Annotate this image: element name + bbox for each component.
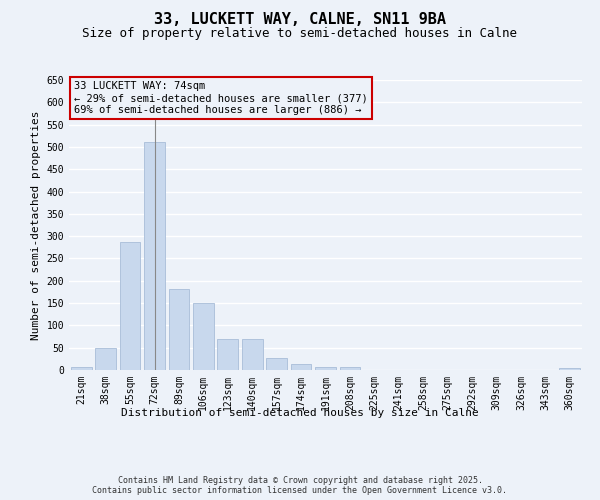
Bar (340, 367, 361, 370)
Bar (290, 364, 311, 370)
Bar (144, 142, 165, 370)
Bar (119, 242, 140, 370)
Text: Contains HM Land Registry data © Crown copyright and database right 2025.
Contai: Contains HM Land Registry data © Crown c… (92, 476, 508, 495)
Text: 33 LUCKETT WAY: 74sqm
← 29% of semi-detached houses are smaller (377)
69% of sem: 33 LUCKETT WAY: 74sqm ← 29% of semi-deta… (74, 82, 368, 114)
Bar (71, 367, 92, 370)
Text: 33, LUCKETT WAY, CALNE, SN11 9BA: 33, LUCKETT WAY, CALNE, SN11 9BA (154, 12, 446, 28)
Bar (193, 303, 214, 370)
Bar (266, 358, 287, 370)
Bar (559, 368, 580, 370)
Bar (169, 289, 190, 370)
Y-axis label: Number of semi-detached properties: Number of semi-detached properties (31, 110, 41, 340)
Bar (242, 339, 263, 370)
Text: Distribution of semi-detached houses by size in Calne: Distribution of semi-detached houses by … (121, 408, 479, 418)
Bar (315, 367, 336, 370)
Bar (95, 348, 116, 370)
Text: Size of property relative to semi-detached houses in Calne: Size of property relative to semi-detach… (83, 28, 517, 40)
Bar (217, 339, 238, 370)
